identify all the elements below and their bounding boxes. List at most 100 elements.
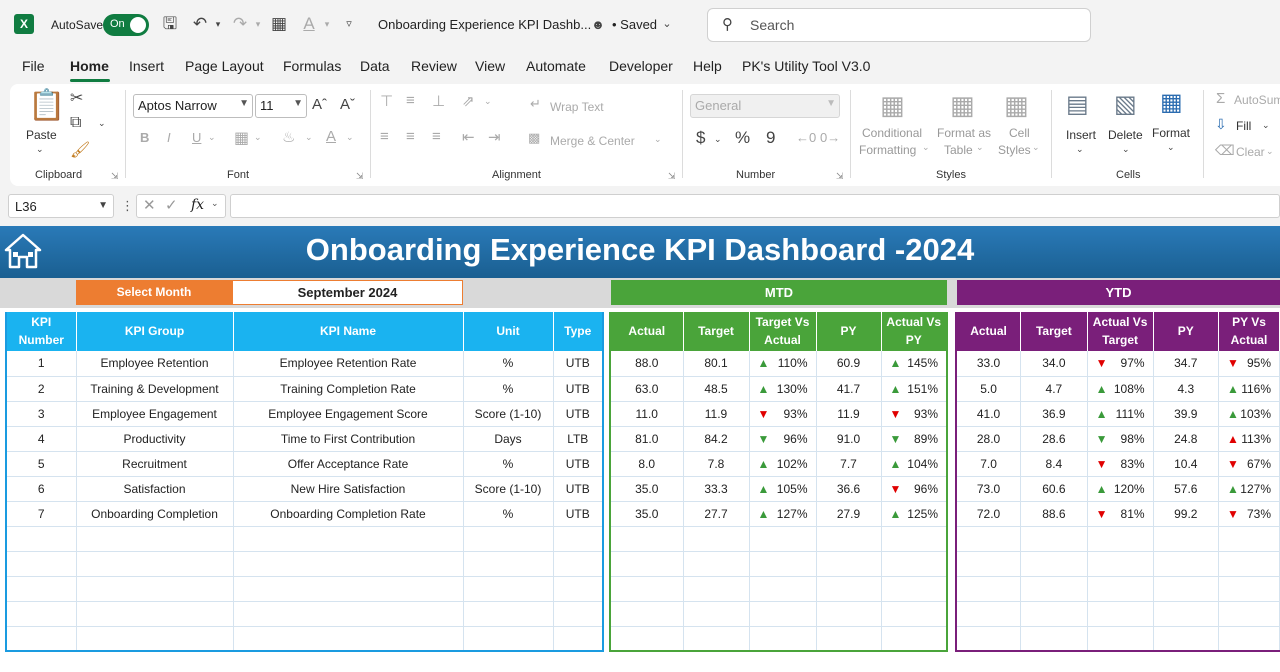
empty-cell[interactable] xyxy=(1087,526,1154,552)
unit-cell[interactable]: % xyxy=(463,351,554,377)
italic-button[interactable]: I xyxy=(167,130,171,145)
borders-button-icon[interactable]: ▦ xyxy=(234,130,250,147)
empty-cell[interactable] xyxy=(76,576,234,602)
empty-cell[interactable] xyxy=(6,601,77,627)
mtd-target-cell[interactable]: 27.7 xyxy=(683,501,750,527)
kpi-name-cell[interactable]: Training Completion Rate xyxy=(233,376,464,402)
empty-cell[interactable] xyxy=(76,626,234,652)
ytd-py-vs-actual-cell[interactable]: ▲ 113% xyxy=(1218,426,1280,452)
tab-page-layout[interactable]: Page Layout xyxy=(185,58,264,74)
save-icon[interactable]: 🖫 xyxy=(162,14,178,33)
decrease-indent-icon[interactable]: ⇤ xyxy=(462,129,475,146)
empty-cell[interactable] xyxy=(233,551,464,577)
font-color-dropdown-icon[interactable]: ⌄ xyxy=(346,132,354,142)
empty-cell[interactable] xyxy=(816,526,882,552)
empty-cell[interactable] xyxy=(816,626,882,652)
font-family-select[interactable]: Aptos Narrow ▼ xyxy=(133,94,253,118)
ytd-target-cell[interactable]: 4.7 xyxy=(1020,376,1088,402)
ytd-target-cell[interactable]: 28.6 xyxy=(1020,426,1088,452)
ytd-py-cell[interactable]: 99.2 xyxy=(1153,501,1219,527)
name-box[interactable]: L36 ▼ xyxy=(8,194,114,218)
mtd-target-cell[interactable]: 80.1 xyxy=(683,351,750,377)
mtd-py-cell[interactable]: 36.6 xyxy=(816,476,882,502)
mtd-actual-cell[interactable]: 11.0 xyxy=(610,401,684,427)
delete-cells-icon[interactable]: ▧ xyxy=(1114,91,1137,118)
mtd-actual-cell[interactable]: 35.0 xyxy=(610,501,684,527)
font-color-dropdown-icon[interactable]: ▾ xyxy=(324,19,330,29)
kpi-group-cell[interactable]: Productivity xyxy=(76,426,234,452)
fill-dropdown-icon[interactable]: ⌄ xyxy=(1262,120,1270,130)
number-launcher-icon[interactable]: ⇲ xyxy=(836,171,844,181)
ytd-actual-cell[interactable]: 7.0 xyxy=(956,451,1022,477)
tab-automate[interactable]: Automate xyxy=(526,58,586,74)
format-cells-icon[interactable]: ▦ xyxy=(1160,89,1183,116)
autosum-icon[interactable]: Σ xyxy=(1216,90,1226,107)
align-right-icon[interactable]: ≡ xyxy=(432,128,441,145)
empty-cell[interactable] xyxy=(553,551,604,577)
ytd-target-cell[interactable]: 8.4 xyxy=(1020,451,1088,477)
empty-cell[interactable] xyxy=(749,576,817,602)
align-left-icon[interactable]: ≡ xyxy=(380,128,389,145)
mtd-py-cell[interactable]: 41.7 xyxy=(816,376,882,402)
empty-cell[interactable] xyxy=(463,551,554,577)
type-cell[interactable]: LTB xyxy=(553,426,604,452)
autosave-toggle[interactable]: On xyxy=(103,14,149,36)
ytd-actual-cell[interactable]: 28.0 xyxy=(956,426,1022,452)
increase-decimal-icon[interactable]: ←0 xyxy=(796,130,817,145)
mtd-target-cell[interactable]: 48.5 xyxy=(683,376,750,402)
home-icon[interactable] xyxy=(4,232,42,270)
mtd-actual-cell[interactable]: 8.0 xyxy=(610,451,684,477)
empty-cell[interactable] xyxy=(553,576,604,602)
mtd-actual-vs-py-cell[interactable]: ▼ 89% xyxy=(881,426,948,452)
ytd-py-cell[interactable]: 24.8 xyxy=(1153,426,1219,452)
ytd-py-vs-actual-cell[interactable]: ▲ 103% xyxy=(1218,401,1280,427)
empty-cell[interactable] xyxy=(683,551,750,577)
increase-font-icon[interactable]: Aˆ xyxy=(312,96,327,113)
empty-cell[interactable] xyxy=(749,626,817,652)
ytd-target-cell[interactable]: 36.9 xyxy=(1020,401,1088,427)
empty-cell[interactable] xyxy=(1020,551,1088,577)
mtd-py-cell[interactable]: 27.9 xyxy=(816,501,882,527)
empty-cell[interactable] xyxy=(956,601,1022,627)
empty-cell[interactable] xyxy=(683,626,750,652)
more-options-icon[interactable]: ⋮ xyxy=(121,198,134,213)
empty-cell[interactable] xyxy=(683,601,750,627)
font-color-icon[interactable]: A xyxy=(326,128,337,145)
mtd-target-vs-actual-cell[interactable]: ▲ 105% xyxy=(749,476,817,502)
enter-check-icon[interactable]: ✓ xyxy=(165,197,178,214)
wrap-text-button[interactable]: Wrap Text xyxy=(550,100,604,114)
tab-file[interactable]: File xyxy=(22,58,45,74)
ytd-actual-cell[interactable]: 33.0 xyxy=(956,351,1022,377)
empty-cell[interactable] xyxy=(6,626,77,652)
mtd-target-cell[interactable]: 11.9 xyxy=(683,401,750,427)
type-cell[interactable]: UTB xyxy=(553,476,604,502)
empty-cell[interactable] xyxy=(610,601,684,627)
empty-cell[interactable] xyxy=(956,526,1022,552)
empty-cell[interactable] xyxy=(1020,576,1088,602)
empty-cell[interactable] xyxy=(76,601,234,627)
copy-icon[interactable]: ⧉ xyxy=(70,114,82,131)
mtd-actual-vs-py-cell[interactable]: ▼ 93% xyxy=(881,401,948,427)
mtd-target-cell[interactable]: 33.3 xyxy=(683,476,750,502)
empty-cell[interactable] xyxy=(1087,626,1154,652)
empty-cell[interactable] xyxy=(1153,626,1219,652)
type-cell[interactable]: UTB xyxy=(553,351,604,377)
insert-dropdown-icon[interactable]: ⌄ xyxy=(1076,144,1084,154)
clipboard-launcher-icon[interactable]: ⇲ xyxy=(111,171,119,181)
ytd-target-cell[interactable]: 60.6 xyxy=(1020,476,1088,502)
mtd-target-vs-actual-cell[interactable]: ▲ 102% xyxy=(749,451,817,477)
kpi-name-cell[interactable]: Offer Acceptance Rate xyxy=(233,451,464,477)
paste-icon[interactable]: 📋 xyxy=(28,89,66,122)
kpi-group-cell[interactable]: Recruitment xyxy=(76,451,234,477)
tab-home[interactable]: Home xyxy=(70,58,109,74)
mtd-actual-cell[interactable]: 35.0 xyxy=(610,476,684,502)
unit-cell[interactable]: Score (1-10) xyxy=(463,401,554,427)
merge-center-icon[interactable]: ▩ xyxy=(528,130,541,145)
select-month-dropdown[interactable]: September 2024 xyxy=(232,280,463,305)
empty-cell[interactable] xyxy=(610,576,684,602)
unit-cell[interactable]: % xyxy=(463,451,554,477)
ytd-target-cell[interactable]: 34.0 xyxy=(1020,351,1088,377)
type-cell[interactable]: UTB xyxy=(553,401,604,427)
conditional-formatting-icon[interactable]: ▦ xyxy=(880,90,905,120)
ytd-actual-vs-target-cell[interactable]: ▲ 120% xyxy=(1087,476,1154,502)
